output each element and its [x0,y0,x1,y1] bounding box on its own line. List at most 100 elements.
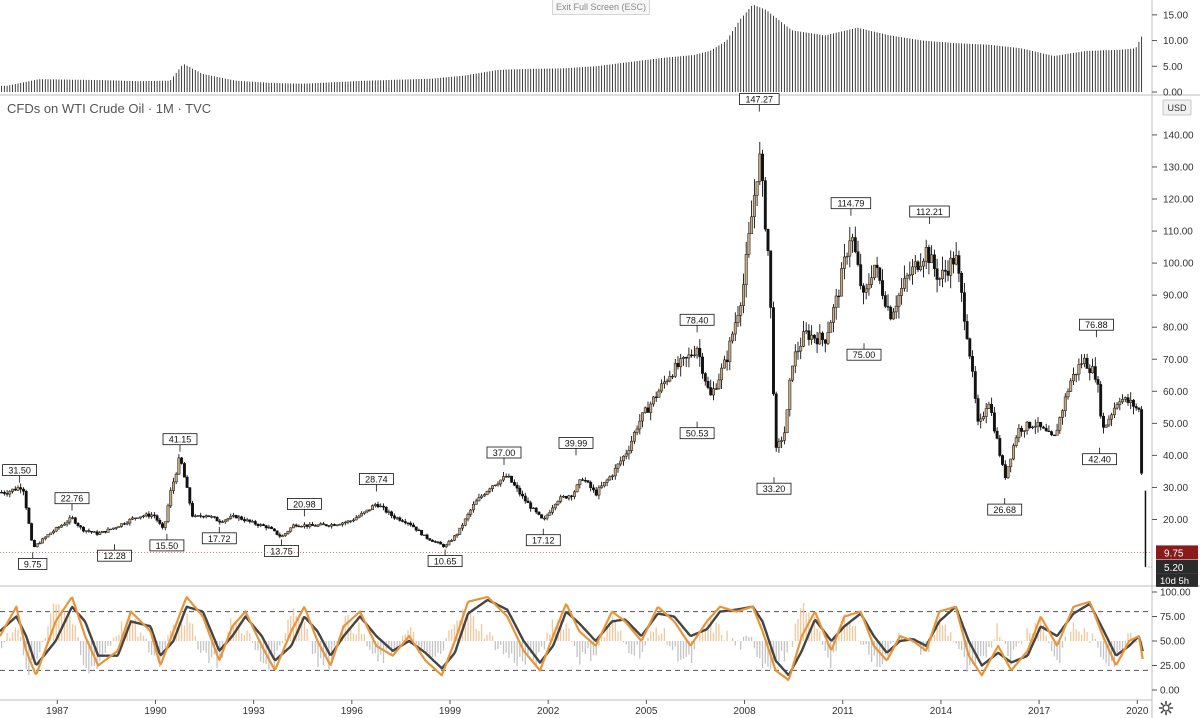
annotation-box [830,197,872,210]
candle-body [788,379,792,410]
candle-body [142,515,145,517]
candle-body [433,541,437,543]
candle-body [1058,417,1062,431]
candle-body [504,476,508,478]
annotation-label: 50.53 [686,429,709,439]
candle-body [1044,428,1048,432]
candle-body [1066,391,1070,398]
candle-body [152,514,156,516]
candle-body [1093,366,1097,380]
candle-body [92,531,96,533]
candle-body [927,247,931,264]
candle-body [990,403,994,413]
candle-body [840,268,844,297]
candle-body [414,526,418,531]
candle-body [1050,431,1054,436]
candle-body [875,264,879,269]
candle-body [313,525,317,527]
candle-body [679,358,683,368]
candle-body [761,153,764,181]
gear-icon[interactable] [1158,700,1174,716]
candle-body [537,511,541,515]
candle-body [1020,427,1024,432]
candle-body [872,264,876,279]
exit-fullscreen-button[interactable]: Exit Full Screen (ESC) [552,0,650,15]
y-tick-label: 10.00 [1163,36,1188,47]
candle-body [777,441,781,448]
candle-body [597,487,601,496]
price-annotation: 28.74 [358,473,394,492]
candle-body [529,502,533,509]
candle-body [1001,455,1004,465]
candle-body [608,476,612,481]
candle-body [1137,407,1141,410]
candle-body [49,532,53,535]
candle-body [842,256,846,269]
candle-body [450,540,454,542]
candle-body [962,292,966,322]
annotation-label: 78.40 [686,315,709,325]
candle-body [911,266,914,276]
countdown-tag [1156,573,1198,587]
candle-body [1082,357,1086,364]
candle-body [13,488,17,491]
candle-body [635,428,639,433]
x-tick-label: 1999 [439,706,462,717]
annotation-label: 41.15 [169,435,192,445]
candle-body [54,527,58,532]
candle-body [226,518,230,521]
candle-body [1003,464,1007,479]
candle-body [575,484,579,493]
candle-body [90,531,94,533]
candle-body [297,525,301,528]
candle-body [826,332,830,344]
annotation-label: 75.00 [853,350,876,360]
price-annotation: 147.27 [739,93,780,112]
candle-body [853,237,857,252]
candle-body [594,489,598,496]
candle-body [881,280,884,296]
candle-body [856,251,860,265]
candle-body [62,523,66,526]
x-tick-label: 2005 [635,706,658,717]
candle-body [687,354,691,359]
candle-body [319,523,323,526]
candle-body [139,516,143,519]
candle-body [766,228,770,252]
volatility-bars [1,5,1143,92]
candle-body [455,533,459,537]
candle-body [897,295,901,307]
candle-body [308,524,312,527]
candle-body [122,523,126,525]
candle-body [289,527,293,532]
candle-body [1028,421,1032,428]
candle-body [919,265,923,270]
candle-body [262,524,265,526]
y-tick-label: 5.00 [1163,62,1183,73]
price-annotation: 17.12 [525,528,561,547]
annotation-label: 9.75 [24,559,42,569]
candle-body [823,339,827,344]
annotation-label: 76.88 [1085,320,1108,330]
candle-body [207,515,211,517]
candle-body [144,513,148,517]
price-annotation: 50.53 [679,421,715,440]
candle-body [166,505,170,522]
annotation-label: 42.40 [1088,455,1111,465]
annotation-box [264,545,299,557]
y-tick-label: 25.00 [1160,661,1185,672]
annotation-box [97,549,132,562]
candle-body [821,332,824,340]
candle-body [755,181,759,196]
candle-body [1140,409,1144,474]
currency-label: USD [1167,103,1187,113]
candle-body [2,492,6,494]
candle-body [1014,437,1018,446]
x-tick-label: 2020 [1126,706,1149,717]
candle-body [196,515,200,517]
candle-body [488,488,492,492]
candle-body [387,511,391,513]
candle-body [709,387,713,396]
annotation-box [739,93,780,105]
